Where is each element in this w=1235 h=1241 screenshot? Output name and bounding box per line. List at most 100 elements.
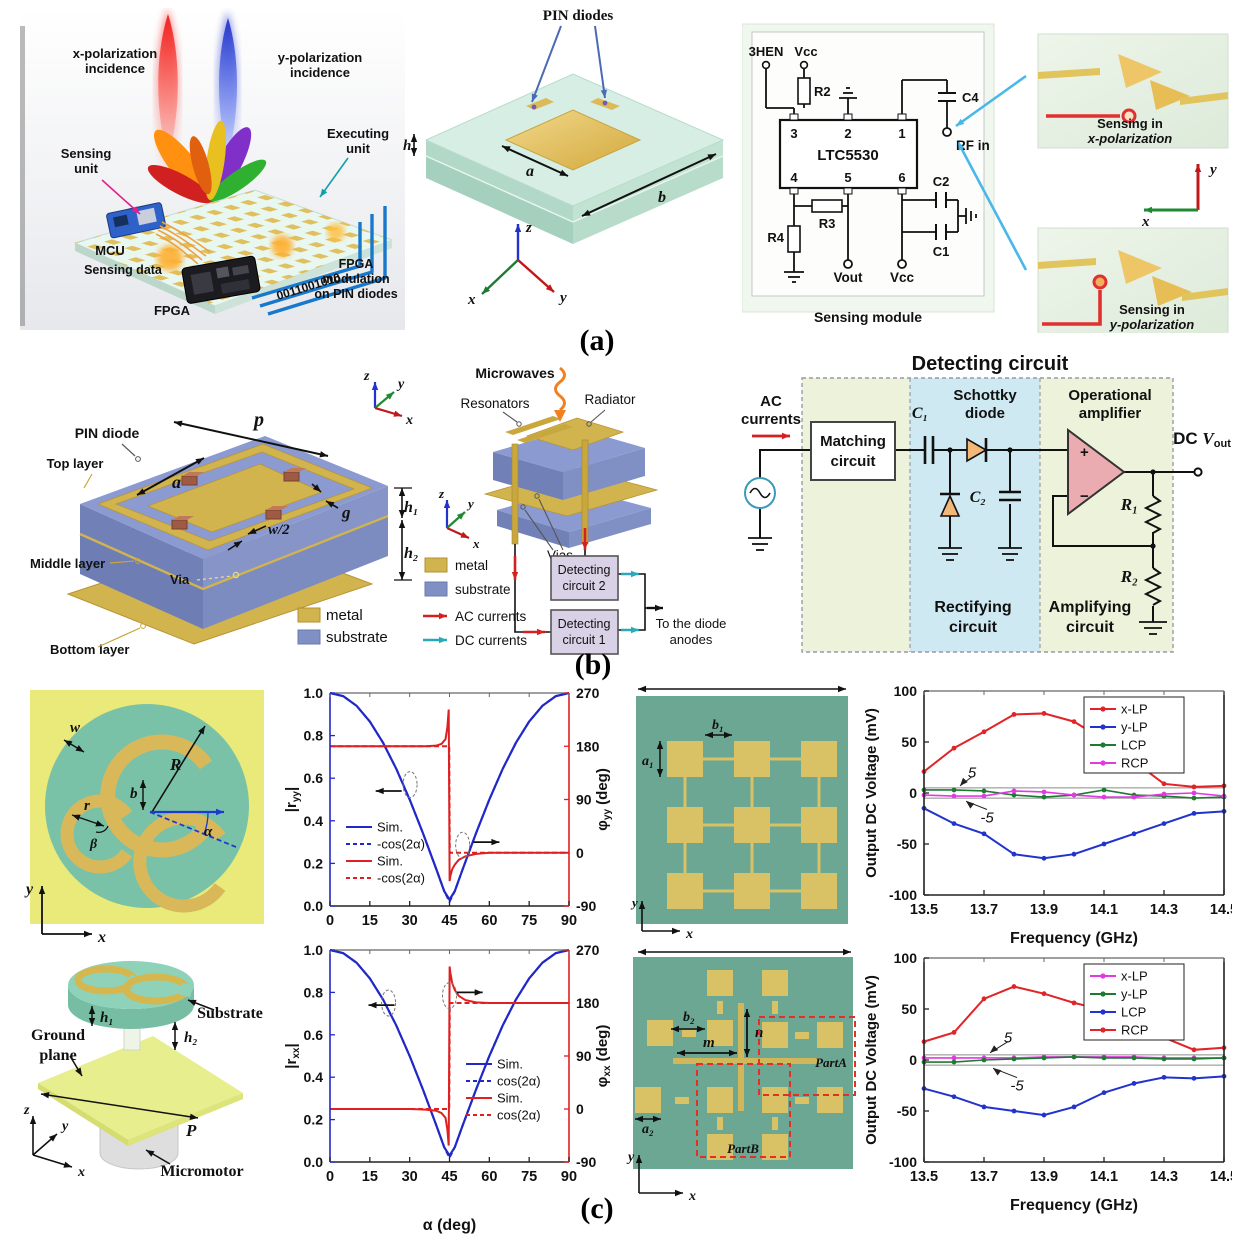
c1-annotations: w R b r β α — [63, 720, 237, 852]
dc-vout-label: DC Vout — [1173, 429, 1231, 450]
rectifying-label1: Rectifying — [934, 599, 1011, 616]
dim-h: h — [403, 138, 411, 154]
dc2-chart: 13.5 13.7 13.9 14.1 14.3 14.5 -100 -50 0 50 100 Out… — [862, 948, 1232, 1218]
sensing-module-circuit: 3HEN Vcc R2 C4 RF in LTC5530 3 2 1 4 5 6… — [742, 20, 1032, 332]
dc-text: DC — [1173, 429, 1202, 448]
axis-z: z — [438, 486, 445, 501]
axis-label: |ryy| — [283, 787, 302, 812]
pin-2: 2 — [844, 126, 851, 141]
tick-label: 0 — [909, 785, 917, 801]
annotation: 5 — [968, 765, 977, 782]
tick-label: -100 — [889, 887, 917, 903]
detecting-boxes: Detecting circuit 2 Detecting circuit 1 — [550, 555, 619, 655]
tick-label: 180 — [576, 738, 600, 754]
tick-label: Frequency (GHz) — [1010, 1197, 1138, 1214]
circuit-labels: 3HEN Vcc R2 C4 RF in LTC5530 3 2 1 4 5 6… — [749, 44, 990, 325]
tick-label: 0.0 — [304, 1154, 324, 1170]
pin-diode-chips — [171, 468, 306, 530]
tick-label: 14.5 — [1210, 1169, 1232, 1185]
tick-label: 1.0 — [304, 685, 324, 701]
pin-1: 1 — [898, 126, 905, 141]
axis-x: x — [467, 292, 476, 308]
tick-label: 0.2 — [304, 855, 324, 871]
dim-a1: a₁ — [642, 754, 654, 769]
tick-label: 0.6 — [304, 770, 324, 786]
inset-axis-x: x — [1141, 214, 1150, 230]
series-Sim.-phase — [330, 966, 569, 1146]
axis-y: y — [466, 496, 474, 511]
fpga-modulation-path — [251, 206, 387, 316]
detect2-line2: circuit 2 — [562, 579, 605, 593]
tick-label: 0 — [576, 1101, 584, 1117]
tick-label: 45 — [441, 913, 457, 929]
dim-r: r — [84, 798, 90, 814]
matching-region — [802, 378, 910, 652]
dim-h1: h₁ — [100, 1010, 114, 1026]
inset-axis-y: y — [1208, 162, 1217, 178]
tick-label: 0.8 — [304, 984, 324, 1000]
patch-array-2: l₂ b₂ n m a₂ PartA PartB y x — [625, 945, 865, 1215]
b1-axes: z y x — [363, 369, 413, 428]
schottky-label1: Schottky — [953, 387, 1017, 404]
sensing-y-label2: y-polarization — [1109, 317, 1195, 332]
r3-label: R3 — [819, 216, 836, 231]
dim-b: b — [658, 189, 666, 206]
axis-x: x — [77, 1165, 85, 1180]
fpga-mod-label2: modulation — [322, 272, 389, 286]
legend-ac: AC currents — [455, 609, 527, 624]
dc-voltage-plot-1: 13.5 13.7 13.9 14.1 14.3 14.5 -100 -50 0 50 100 Out… — [862, 681, 1232, 951]
annotation: -5 — [1010, 1078, 1024, 1095]
tick-label: α (deg) — [423, 1217, 476, 1234]
amplifying-region — [1040, 378, 1173, 652]
legend-entry: y-LP — [1121, 720, 1148, 735]
legend-entry: LCP — [1121, 1005, 1146, 1020]
dim-P: P — [185, 1121, 197, 1140]
ryy-phase-plot: 0 15 30 45 60 75 90 0.0 0.2 0.4 0.6 0.8 1.0 -90 0 90 180… — [282, 683, 617, 938]
opamp-label1: Operational — [1068, 387, 1151, 404]
ac-label2: currents — [741, 411, 801, 428]
tick-label: -100 — [889, 1154, 917, 1170]
chip-label: LTC5530 — [817, 147, 878, 164]
legend-entry: RCP — [1121, 756, 1148, 771]
c3-axes: y x — [630, 895, 693, 941]
axes-triad: z x y — [467, 220, 567, 308]
c5-labels: Substrate Ground plane Micromotor — [31, 999, 263, 1180]
dimension-annotations: h a b — [403, 134, 717, 217]
polarization-insets: Sensing in x-polarization y x Sensing in… — [1030, 28, 1235, 333]
tick-label: 0.2 — [304, 1112, 324, 1128]
sensing-unit-arrow — [101, 179, 141, 215]
amplifying-label1: Amplifying — [1049, 599, 1132, 616]
sensing-unit-label2: unit — [74, 161, 98, 176]
angle-alpha: α — [204, 824, 213, 840]
dim-m: m — [703, 1035, 715, 1051]
c1-label: C₁ — [912, 405, 928, 422]
inset-axes: y x — [1141, 162, 1217, 230]
tick-label: 13.7 — [970, 902, 998, 918]
matching-label1: Matching — [820, 433, 886, 450]
angle-beta: β — [89, 837, 98, 852]
resistor-r1 — [1143, 495, 1163, 534]
opamp-minus: − — [1080, 488, 1089, 505]
amplifying-label2: circuit — [1066, 619, 1115, 636]
pin-diode-pointer-right — [594, 25, 606, 99]
partA-box — [758, 1016, 856, 1096]
patch-cells — [635, 970, 843, 1160]
scattered-lobes — [147, 120, 267, 205]
unit-cell-diagram: PIN diodes h a b z x y — [398, 2, 743, 337]
inset-x-polarization: Sensing in x-polarization — [1037, 33, 1229, 149]
patch-array-1: l₁ b₁ a₁ y x — [628, 681, 863, 941]
tick-label: 30 — [402, 1169, 418, 1185]
executing-unit-label: Executing — [327, 126, 389, 141]
resonator-stack-diagram: Microwaves Resonators Radiator Vias z y … — [405, 360, 730, 660]
tick-label: 0.0 — [304, 898, 324, 914]
inset-y-polarization: Sensing in y-polarization — [1037, 227, 1229, 333]
tick-label: Frequency (GHz) — [1010, 930, 1138, 947]
c5-axes: z y x — [23, 1103, 85, 1180]
anodes-label2: anodes — [670, 632, 713, 647]
dc1-chart: 13.5 13.7 13.9 14.1 14.3 14.5 -100 -50 0 50 100 Out… — [862, 681, 1232, 951]
r4-label: R4 — [767, 230, 784, 245]
rectifying-label2: circuit — [949, 619, 998, 636]
axis-x: x — [472, 536, 480, 551]
dim-g: g — [341, 503, 351, 522]
legend-entry: -cos(2α) — [377, 837, 425, 852]
